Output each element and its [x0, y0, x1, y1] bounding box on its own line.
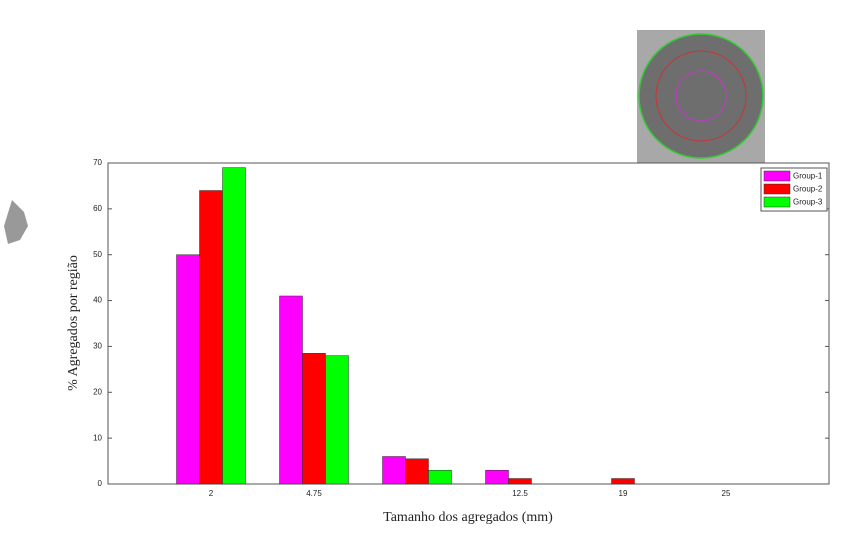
- y-tick-label: 10: [93, 433, 102, 442]
- chart: Tamanho dos agregados (mm) % Agregados p…: [0, 0, 868, 533]
- y-tick-label: 30: [93, 342, 102, 351]
- y-tick-label: 20: [93, 387, 102, 396]
- bar: [177, 255, 200, 484]
- inset-image: [637, 30, 765, 163]
- y-tick-label: 60: [93, 204, 102, 213]
- bar: [280, 296, 303, 484]
- legend-label: Group-2: [793, 185, 823, 194]
- bar: [612, 478, 635, 484]
- page: {"chart_data": {"type": "bar", "xlabel":…: [0, 0, 868, 533]
- bar: [406, 459, 429, 484]
- legend-swatch: [764, 197, 790, 207]
- legend-label: Group-3: [793, 198, 823, 207]
- x-tick-label: 25: [722, 489, 731, 498]
- legend-label: Group-1: [793, 172, 823, 181]
- bar: [486, 470, 509, 484]
- bar: [223, 168, 246, 484]
- bar: [509, 478, 532, 484]
- bar: [429, 470, 452, 484]
- legend-swatch: [764, 171, 790, 181]
- x-axis-label: Tamanho dos agregados (mm): [383, 510, 553, 525]
- y-tick-label: 40: [93, 296, 102, 305]
- x-tick-label: 12.5: [512, 489, 528, 498]
- bar: [326, 356, 349, 484]
- x-tick-label: 2: [209, 489, 214, 498]
- y-tick-label: 0: [98, 479, 103, 488]
- decoration: [4, 200, 28, 244]
- inset-sample: [639, 34, 763, 158]
- x-tick-label: 19: [619, 489, 628, 498]
- bar: [200, 191, 223, 484]
- y-tick-label: 50: [93, 250, 102, 259]
- bar: [303, 353, 326, 484]
- y-tick-label: 70: [93, 158, 102, 167]
- bar: [383, 456, 406, 484]
- legend-swatch: [764, 184, 790, 194]
- x-tick-label: 4.75: [306, 489, 322, 498]
- y-axis-label: % Agregados por região: [66, 255, 81, 391]
